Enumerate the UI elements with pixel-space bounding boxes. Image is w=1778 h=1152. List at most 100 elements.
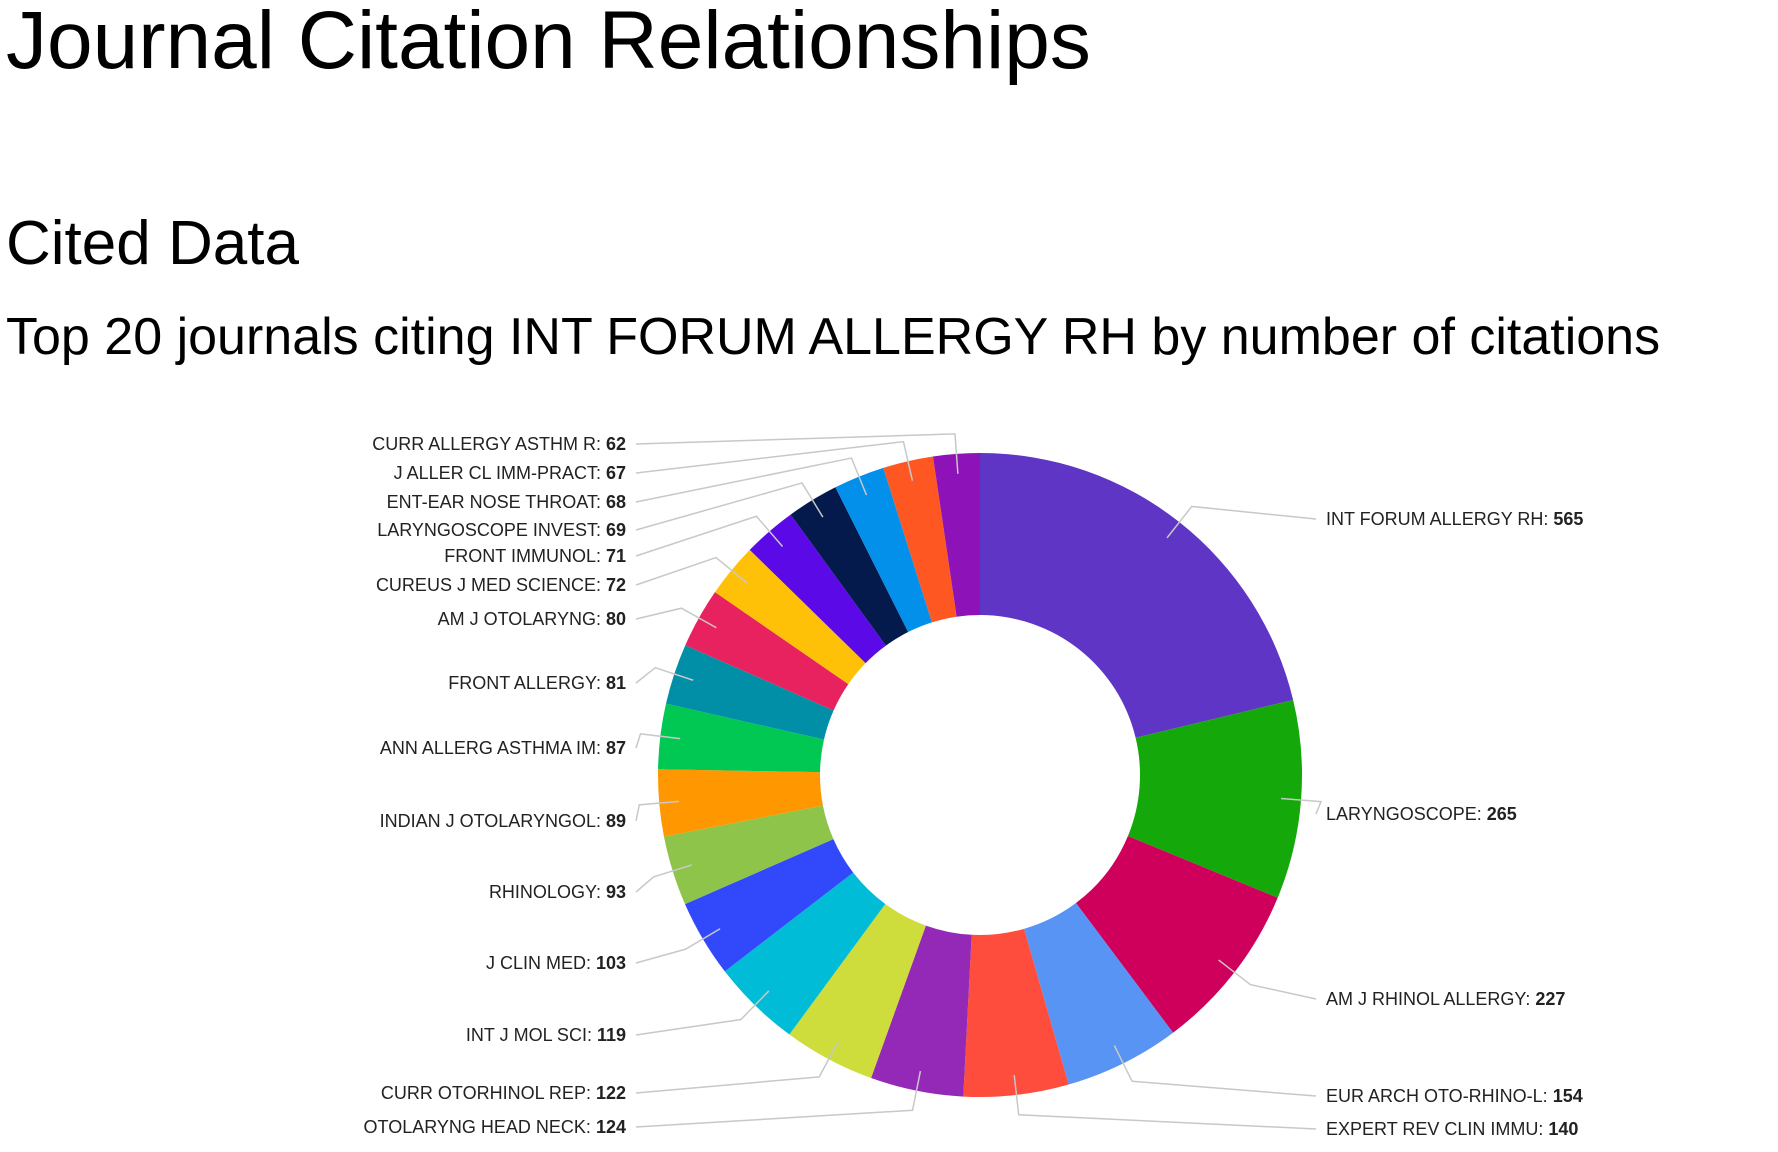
leader-line-curr-allergy-asthm-r (635, 433, 959, 474)
slice-label-cureus-j-med-science: CUREUS J MED SCIENCE: 72 (376, 575, 626, 595)
slice-laryngoscope[interactable] (1127, 699, 1302, 898)
section-title: Cited Data (6, 209, 299, 278)
leader-line-j-clin-med (635, 928, 721, 964)
slice-am-j-otolaryng[interactable] (685, 592, 849, 711)
leader-line-otolaryng-head-neck (635, 1070, 922, 1128)
slice-label-value: 80 (606, 609, 626, 629)
slice-label-name: AM J RHINOL ALLERGY: (1326, 989, 1535, 1009)
slice-label-am-j-rhinol-allergy: AM J RHINOL ALLERGY: 227 (1326, 989, 1565, 1009)
slice-label-name: J ALLER CL IMM-PRACT: (394, 463, 606, 483)
leaders-layer (635, 433, 1323, 1130)
slice-label-eur-arch-oto-rhino-l: EUR ARCH OTO-RHINO-L: 154 (1326, 1086, 1583, 1106)
slice-rhinology[interactable] (663, 805, 834, 905)
slice-label-name: INT J MOL SCI: (466, 1025, 597, 1045)
slice-label-ann-allerg-asthma-im: ANN ALLERG ASTHMA IM: 87 (380, 738, 626, 758)
slice-label-value: 265 (1487, 804, 1517, 824)
slice-label-value: 565 (1553, 509, 1583, 529)
leader-line-am-j-otolaryng (635, 607, 717, 629)
slice-ann-allerg-asthma-im[interactable] (658, 703, 824, 773)
slice-label-value: 124 (596, 1117, 626, 1137)
slice-otolaryng-head-neck[interactable] (871, 925, 972, 1097)
slice-label-value: 87 (606, 738, 626, 758)
slice-label-int-forum-allergy-rh: INT FORUM ALLERGY RH: 565 (1326, 509, 1583, 529)
slice-label-value: 89 (606, 811, 626, 831)
leader-line-rhinology (635, 864, 692, 893)
slice-label-curr-allergy-asthm-r: CURR ALLERGY ASTHM R: 62 (372, 434, 626, 454)
slice-laryngoscope-invest[interactable] (790, 487, 909, 646)
page-title: Journal Citation Relationships (6, 0, 1091, 86)
slice-label-otolaryng-head-neck: OTOLARYNG HEAD NECK: 124 (364, 1117, 626, 1137)
slice-label-value: 122 (596, 1083, 626, 1103)
leader-line-ann-allerg-asthma-im (635, 733, 681, 749)
slice-label-name: LARYNGOSCOPE: (1326, 804, 1487, 824)
slice-label-j-clin-med: J CLIN MED: 103 (486, 953, 626, 973)
slice-label-value: 81 (606, 673, 626, 693)
slice-ent-ear-nose-throat[interactable] (835, 467, 932, 633)
slice-label-name: INT FORUM ALLERGY RH: (1326, 509, 1553, 529)
slice-label-name: EUR ARCH OTO-RHINO-L: (1326, 1086, 1553, 1106)
slice-label-value: 140 (1548, 1119, 1578, 1139)
leader-line-j-aller-cl-imm-pract (635, 440, 914, 481)
slice-label-laryngoscope-invest: LARYNGOSCOPE INVEST: 69 (377, 520, 626, 540)
leader-line-eur-arch-oto-rhino-l (1113, 1045, 1317, 1097)
leader-line-cureus-j-med-science (635, 556, 748, 586)
slice-label-name: CUREUS J MED SCIENCE: (376, 575, 606, 595)
slice-label-name: FRONT IMMUNOL: (444, 546, 606, 566)
leader-line-curr-otorhinol-rep (635, 1041, 839, 1094)
slice-j-aller-cl-imm-pract[interactable] (883, 456, 957, 623)
slice-curr-otorhinol-rep[interactable] (789, 903, 926, 1079)
slice-label-name: CURR ALLERGY ASTHM R: (372, 434, 606, 454)
slice-label-front-allergy: FRONT ALLERGY: 81 (448, 673, 626, 693)
slice-label-value: 227 (1535, 989, 1565, 1009)
leader-line-laryngoscope-invest (635, 482, 824, 531)
slice-label-value: 72 (606, 575, 626, 595)
slice-label-int-j-mol-sci: INT J MOL SCI: 119 (466, 1025, 626, 1045)
slice-label-value: 62 (606, 434, 626, 454)
leader-line-int-j-mol-sci (635, 990, 770, 1036)
slice-label-value: 68 (606, 492, 626, 512)
slice-j-clin-med[interactable] (685, 839, 854, 972)
slice-label-name: CURR OTORHINOL REP: (381, 1083, 596, 1103)
slices-layer (658, 453, 1302, 1097)
slice-label-name: ENT-EAR NOSE THROAT: (387, 492, 606, 512)
slice-label-name: OTOLARYNG HEAD NECK: (364, 1117, 596, 1137)
leader-line-expert-rev-clin-immu (1013, 1074, 1317, 1130)
slice-cureus-j-med-science[interactable] (714, 549, 866, 685)
slice-label-name: INDIAN J OTOLARYNGOL: (380, 811, 606, 831)
slice-curr-allergy-asthm-r[interactable] (932, 453, 980, 617)
slice-front-allergy[interactable] (666, 645, 834, 740)
leader-line-front-allergy (635, 666, 694, 684)
slice-label-name: EXPERT REV CLIN IMMU: (1326, 1119, 1548, 1139)
slice-expert-rev-clin-immu[interactable] (963, 928, 1069, 1097)
slice-label-indian-j-otolaryngol: INDIAN J OTOLARYNGOL: 89 (380, 811, 626, 831)
slice-label-value: 71 (606, 546, 626, 566)
slice-label-value: 69 (606, 520, 626, 540)
slice-label-value: 67 (606, 463, 626, 483)
slice-int-forum-allergy-rh[interactable] (980, 453, 1294, 738)
slice-eur-arch-oto-rhino-l[interactable] (1024, 903, 1174, 1085)
slice-front-immunol[interactable] (749, 514, 886, 664)
labels-layer: INT FORUM ALLERGY RH: 565 LARYNGOSCOPE: 2… (364, 434, 1584, 1139)
slice-label-name: FRONT ALLERGY: (448, 673, 606, 693)
slice-label-value: 154 (1553, 1086, 1583, 1106)
leader-line-front-immunol (635, 515, 784, 557)
slice-label-rhinology: RHINOLOGY: 93 (489, 882, 626, 902)
slice-label-laryngoscope: LARYNGOSCOPE: 265 (1326, 804, 1517, 824)
leader-line-am-j-rhinol-allergy (1218, 959, 1317, 1000)
chart-subtitle: Top 20 journals citing INT FORUM ALLERGY… (6, 308, 1661, 366)
slice-label-value: 93 (606, 882, 626, 902)
slice-label-name: J CLIN MED: (486, 953, 596, 973)
leader-line-int-forum-allergy-rh (1166, 505, 1317, 539)
slice-label-j-aller-cl-imm-pract: J ALLER CL IMM-PRACT: 67 (394, 463, 626, 483)
slice-label-name: LARYNGOSCOPE INVEST: (377, 520, 606, 540)
slice-label-expert-rev-clin-immu: EXPERT REV CLIN IMMU: 140 (1326, 1119, 1578, 1139)
slice-am-j-rhinol-allergy[interactable] (1075, 836, 1278, 1033)
slice-label-curr-otorhinol-rep: CURR OTORHINOL REP: 122 (381, 1083, 626, 1103)
leader-line-indian-j-otolaryngol (635, 800, 680, 822)
leader-line-laryngoscope (1281, 797, 1323, 815)
leader-line-ent-ear-nose-throat (635, 457, 868, 503)
slice-label-name: RHINOLOGY: (489, 882, 606, 902)
slice-indian-j-otolaryngol[interactable] (658, 769, 823, 837)
slice-label-name: AM J OTOLARYNG: (438, 609, 606, 629)
